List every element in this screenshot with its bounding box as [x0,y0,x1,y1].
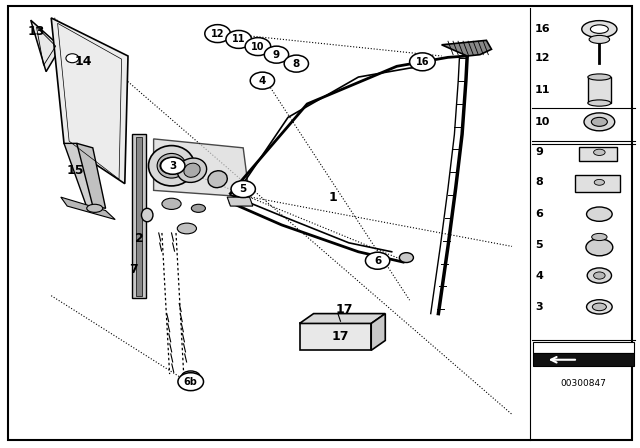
Ellipse shape [590,25,609,34]
Text: 3: 3 [535,302,543,312]
Ellipse shape [191,204,205,212]
Ellipse shape [591,117,607,126]
Polygon shape [227,197,253,206]
Circle shape [264,46,289,63]
Ellipse shape [586,300,612,314]
Polygon shape [442,40,492,56]
Text: 10: 10 [251,42,265,52]
Ellipse shape [181,371,200,383]
Polygon shape [300,314,385,323]
Text: 8: 8 [535,177,543,187]
Polygon shape [132,134,146,298]
Polygon shape [154,139,250,197]
Circle shape [365,252,390,269]
Text: 2: 2 [135,232,144,245]
Text: 11: 11 [232,34,246,44]
Ellipse shape [595,179,605,185]
Text: 17: 17 [335,302,353,316]
FancyBboxPatch shape [575,175,620,192]
Ellipse shape [586,207,612,221]
Ellipse shape [592,233,607,241]
Bar [533,353,634,366]
Ellipse shape [589,35,610,43]
Ellipse shape [588,268,612,283]
Ellipse shape [162,198,181,209]
Text: 1: 1 [328,190,337,204]
Circle shape [284,55,308,72]
Circle shape [66,54,79,63]
Circle shape [410,53,435,71]
Circle shape [226,30,252,48]
Text: 4: 4 [535,271,543,280]
Ellipse shape [185,374,196,381]
Circle shape [250,72,275,89]
Text: 6: 6 [535,209,543,219]
Ellipse shape [586,239,613,256]
Ellipse shape [582,21,617,38]
Text: 3: 3 [169,161,177,171]
Ellipse shape [87,204,102,212]
Ellipse shape [148,146,195,186]
FancyBboxPatch shape [588,77,611,103]
Text: 10: 10 [535,117,550,127]
Ellipse shape [588,74,611,80]
Text: 5: 5 [535,240,543,250]
Circle shape [205,25,230,43]
Ellipse shape [594,272,605,279]
Polygon shape [77,143,106,208]
Text: 9: 9 [535,147,543,157]
Ellipse shape [208,171,227,188]
FancyBboxPatch shape [579,147,617,161]
Text: 16: 16 [535,24,550,34]
Polygon shape [51,18,128,184]
Text: 11: 11 [535,85,550,95]
Polygon shape [64,143,99,206]
Text: 9: 9 [273,50,280,60]
Ellipse shape [177,158,207,182]
Text: 5: 5 [239,184,247,194]
Text: 13: 13 [28,25,45,38]
Circle shape [160,158,183,174]
Text: 00300847: 00300847 [561,379,606,388]
Text: 6: 6 [374,256,381,266]
Ellipse shape [141,208,153,222]
Circle shape [231,181,255,198]
Text: 17: 17 [332,330,349,344]
Text: 4: 4 [259,76,266,86]
Ellipse shape [157,153,186,178]
Ellipse shape [588,100,611,106]
Polygon shape [300,323,371,350]
Bar [533,342,634,353]
Circle shape [245,38,271,56]
Text: 6b: 6b [184,377,198,387]
Ellipse shape [584,113,615,131]
Polygon shape [136,137,142,296]
Ellipse shape [177,223,196,234]
Text: 7: 7 [129,263,138,276]
Circle shape [161,157,185,174]
Text: 15: 15 [67,164,84,177]
Text: 16: 16 [415,57,429,67]
Polygon shape [371,314,385,350]
Ellipse shape [399,253,413,263]
Text: 12: 12 [211,29,225,39]
Ellipse shape [593,303,607,311]
Polygon shape [31,20,61,72]
Text: 8: 8 [292,59,300,69]
Ellipse shape [594,149,605,155]
Text: 12: 12 [535,53,550,63]
Ellipse shape [184,163,200,177]
Text: 14: 14 [74,55,92,69]
Circle shape [178,373,204,391]
Polygon shape [61,197,115,220]
